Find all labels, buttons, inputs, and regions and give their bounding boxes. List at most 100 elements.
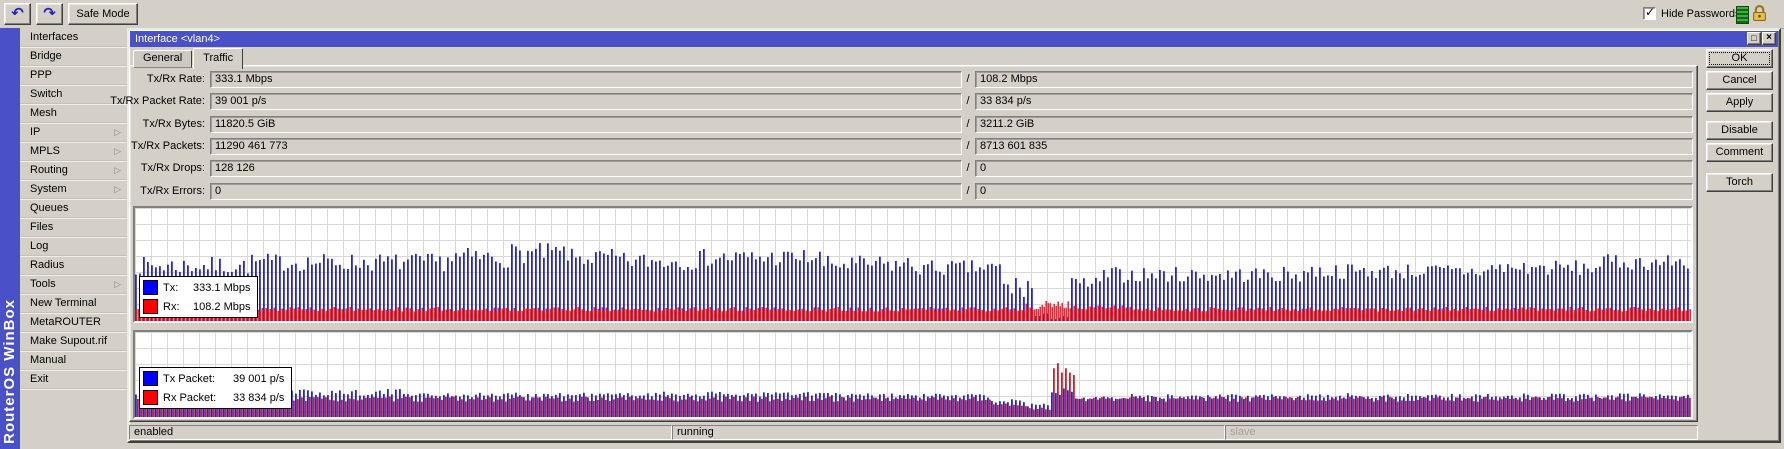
tx-value-field[interactable]: 39 001 p/s: [210, 93, 962, 110]
tx-rx-packet-graph: Tx Packet: 39 001 p/s Rx Packet: 33 834 p/s: [133, 330, 1693, 419]
sidebar-item-label: Interfaces: [30, 31, 79, 43]
legend-row: Tx Packet: 39 001 p/s: [143, 369, 284, 388]
rx-swatch: [143, 299, 158, 314]
field-label: Tx/Rx Packet Rate:: [110, 95, 205, 107]
legend-row: Rx Packet: 33 834 p/s: [143, 388, 284, 407]
sidebar-item-manual[interactable]: Manual: [20, 351, 127, 370]
sidebar-item-label: New Terminal: [30, 297, 97, 309]
legend-name: Tx:: [163, 281, 179, 294]
rx-value-field[interactable]: 3211.2 GiB: [975, 116, 1693, 133]
undo-button[interactable]: ↶: [4, 3, 31, 25]
checkmark-icon: ✓: [1645, 5, 1656, 19]
sidebar-item-radius[interactable]: Radius: [20, 256, 127, 275]
safe-mode-button[interactable]: Safe Mode: [68, 3, 138, 25]
tab-bar: General Traffic: [133, 48, 244, 69]
legend-value: 108.2 Mbps: [193, 300, 251, 313]
tx-value-field[interactable]: 333.1 Mbps: [210, 71, 962, 88]
submenu-arrow-icon: ▷: [114, 146, 121, 156]
torch-button[interactable]: Torch: [1706, 173, 1773, 192]
disable-button[interactable]: Disable: [1706, 121, 1773, 140]
sidebar-item-label: Exit: [30, 373, 49, 385]
tab-general[interactable]: General: [133, 50, 193, 68]
sidebar-item-label: Tools: [30, 278, 56, 290]
hide-passwords-label: Hide Passwords: [1661, 8, 1741, 20]
connection-quality-icon: [1736, 6, 1749, 24]
legend-row: Rx: 108.2 Mbps: [143, 297, 250, 316]
tx-rx-rate-graph: Tx: 333.1 Mbps Rx: 108.2 Mbps: [133, 206, 1693, 323]
rx-value-field[interactable]: 33 834 p/s: [975, 93, 1693, 110]
ok-button[interactable]: OK: [1706, 49, 1773, 68]
legend-name: Tx Packet:: [163, 372, 215, 385]
rx-value-field[interactable]: 0: [975, 183, 1693, 200]
maximize-button[interactable]: □: [1747, 32, 1761, 45]
sidebar-item-label: Radius: [30, 259, 65, 271]
graph-legend: Tx: 333.1 Mbps Rx: 108.2 Mbps: [139, 276, 259, 318]
submenu-arrow-icon: ▷: [114, 165, 121, 175]
sidebar-item-new-terminal[interactable]: New Terminal: [20, 294, 127, 313]
rx-value-field[interactable]: 8713 601 835: [975, 138, 1693, 155]
tx-rx-separator: /: [966, 118, 970, 130]
tx-value-field[interactable]: 11820.5 GiB: [210, 116, 962, 133]
sidebar-item-label: Log: [30, 240, 49, 252]
submenu-arrow-icon: ▷: [114, 184, 121, 194]
tab-traffic[interactable]: Traffic: [193, 48, 244, 69]
sidebar-item-bridge[interactable]: Bridge: [20, 47, 127, 66]
sidebar-item-files[interactable]: Files: [20, 218, 127, 237]
sidebar-item-label: Routing: [30, 164, 68, 176]
tx-value-field[interactable]: 0: [210, 183, 962, 200]
apply-button[interactable]: Apply: [1706, 93, 1773, 112]
sidebar-item-system[interactable]: System ▷: [20, 180, 127, 199]
sidebar-item-ppp[interactable]: PPP: [20, 66, 127, 85]
sidebar-item-queues[interactable]: Queues: [20, 199, 127, 218]
tx-value-field[interactable]: 11290 461 773: [210, 138, 962, 155]
close-button[interactable]: ×: [1762, 32, 1776, 45]
sidebar-item-exit[interactable]: Exit: [20, 370, 127, 389]
graph-plot-area: [135, 208, 1691, 321]
tx-rx-separator: /: [966, 73, 970, 85]
redo-icon: ↷: [43, 5, 56, 22]
sidebar-item-mpls[interactable]: MPLS ▷: [20, 142, 127, 161]
hide-passwords-checkbox[interactable]: ✓: [1643, 5, 1656, 20]
legend-name: Rx:: [163, 300, 180, 313]
secure-connection-lock-icon: [1753, 5, 1766, 21]
sidebar-item-ip[interactable]: IP ▷: [20, 123, 127, 142]
sidebar-item-metarouter[interactable]: MetaROUTER: [20, 313, 127, 332]
sidebar-item-log[interactable]: Log: [20, 237, 127, 256]
sidebar-item-make-supout-rif[interactable]: Make Supout.rif: [20, 332, 127, 351]
legend-row: Tx: 333.1 Mbps: [143, 278, 250, 297]
status-slave: slave: [1225, 425, 1698, 440]
status-enabled: enabled: [129, 425, 672, 440]
window-titlebar[interactable]: Interface <vlan4> □ ×: [130, 31, 1778, 47]
tx-rx-separator: /: [966, 95, 970, 107]
legend-value: 39 001 p/s: [233, 372, 285, 385]
sidebar-item-interfaces[interactable]: Interfaces: [20, 28, 127, 47]
sidebar-item-label: Switch: [30, 88, 63, 100]
sidebar-item-label: MPLS: [30, 145, 60, 157]
sidebar-item-label: Manual: [30, 354, 67, 366]
rx-value-field[interactable]: 0: [975, 160, 1693, 177]
cancel-button[interactable]: Cancel: [1706, 71, 1773, 90]
main-menu: Interfaces Bridge PPP Switch Mesh IP ▷ MPLS ▷ Rou…: [20, 28, 127, 449]
tx-value-field[interactable]: 128 126: [210, 160, 962, 177]
tx-rx-separator: /: [966, 185, 970, 197]
sidebar-item-mesh[interactable]: Mesh: [20, 104, 127, 123]
field-label: Tx/Rx Errors:: [140, 185, 205, 197]
tx-swatch: [143, 280, 158, 295]
comment-button[interactable]: Comment: [1706, 143, 1773, 162]
submenu-arrow-icon: ▷: [114, 127, 121, 137]
window-title: Interface <vlan4>: [135, 33, 221, 45]
sidebar-item-routing[interactable]: Routing ▷: [20, 161, 127, 180]
sidebar-item-label: Files: [30, 221, 54, 233]
brand-strip: RouterOS WinBox: [0, 28, 20, 449]
tx-rx-separator: /: [966, 140, 970, 152]
graph-plot-area: [135, 332, 1691, 417]
brand-text: RouterOS WinBox: [1, 299, 18, 444]
redo-button[interactable]: ↷: [36, 3, 63, 25]
sidebar-item-tools[interactable]: Tools ▷: [20, 275, 127, 294]
submenu-arrow-icon: ▷: [114, 279, 121, 289]
legend-value: 333.1 Mbps: [193, 281, 251, 294]
field-label: Tx/Rx Bytes:: [142, 118, 205, 130]
rx-value-field[interactable]: 108.2 Mbps: [975, 71, 1693, 88]
sidebar-item-label: MetaROUTER: [30, 316, 101, 328]
sidebar-item-switch[interactable]: Switch: [20, 85, 127, 104]
